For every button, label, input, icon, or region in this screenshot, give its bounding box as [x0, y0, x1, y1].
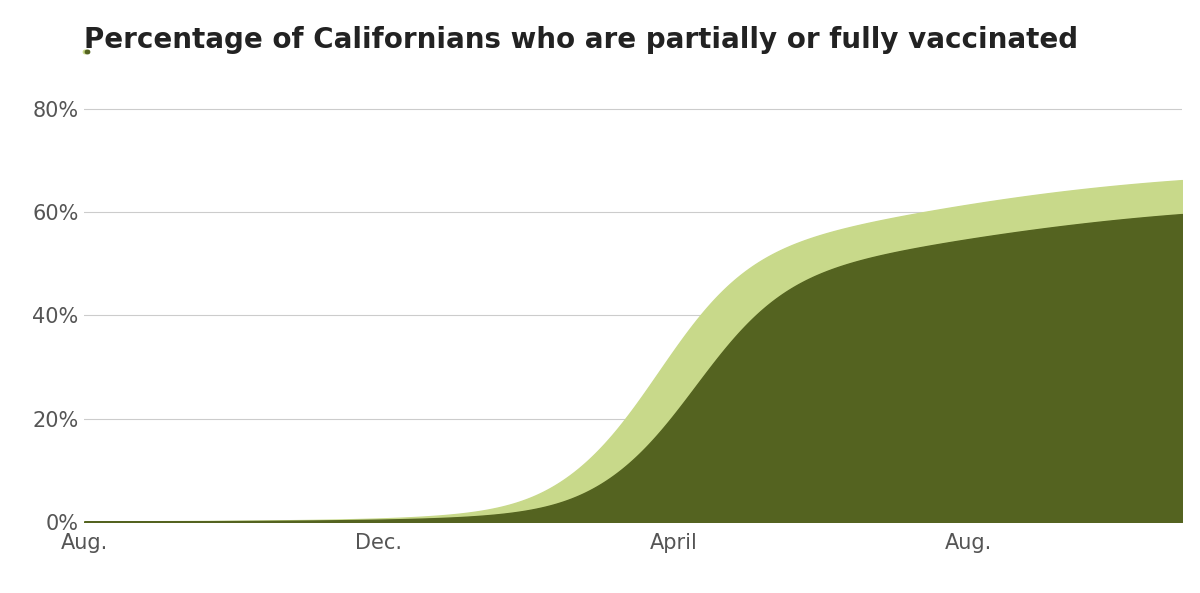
Text: Percentage of Californians who are partially or fully vaccinated: Percentage of Californians who are parti… [84, 26, 1078, 54]
